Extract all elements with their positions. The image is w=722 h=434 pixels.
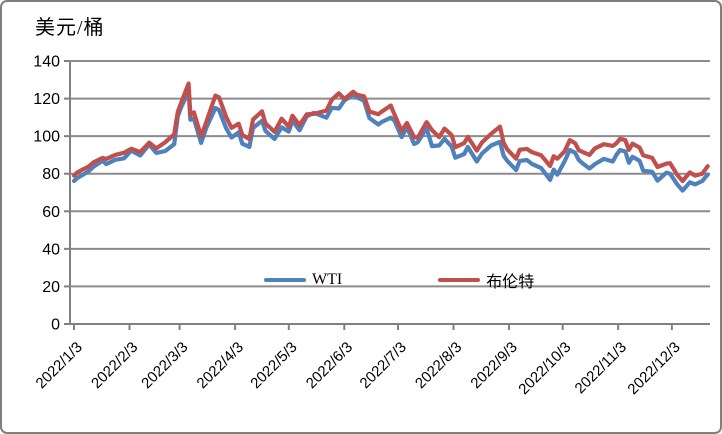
y-tick-label: 140: [33, 54, 60, 71]
x-tick-label: 2022/7/3: [357, 339, 410, 392]
x-tick-label: 2022/2/3: [88, 339, 141, 392]
x-tick-label: 2022/5/3: [247, 339, 300, 392]
brent-line-swatch: [438, 278, 481, 282]
y-tick-label: 120: [33, 91, 60, 108]
x-tick-label: 2022/4/3: [194, 339, 247, 392]
x-tick-label: 2022/8/3: [412, 339, 465, 392]
x-tick-label: 2022/10/3: [515, 339, 574, 398]
x-tick-label: 2022/1/3: [33, 339, 86, 392]
x-tick-label: 2022/12/3: [624, 339, 683, 398]
y-tick-label: 60: [42, 204, 60, 221]
y-tick-label: 40: [42, 241, 60, 258]
x-tick-label: 2022/6/3: [303, 339, 356, 392]
legend: WTI 布伦特: [264, 268, 534, 292]
wti-line-swatch: [264, 278, 306, 282]
x-tick-label: 2022/9/3: [467, 339, 520, 392]
legend-item-wti: WTI: [264, 271, 342, 289]
brent-line: [71, 81, 710, 184]
legend-label-brent: 布伦特: [486, 274, 535, 291]
y-tick-label: 80: [42, 166, 60, 183]
legend-item-brent: 布伦特: [438, 268, 534, 292]
x-tick-label: 2022/3/3: [138, 339, 191, 392]
legend-label-wti: WTI: [312, 271, 343, 288]
y-tick-label: 0: [51, 317, 60, 334]
y-tick-label: 100: [33, 129, 60, 146]
x-tick-label: 2022/11/3: [572, 339, 630, 397]
y-tick-label: 20: [42, 279, 60, 296]
chart-title: 美元/桶: [35, 17, 105, 39]
